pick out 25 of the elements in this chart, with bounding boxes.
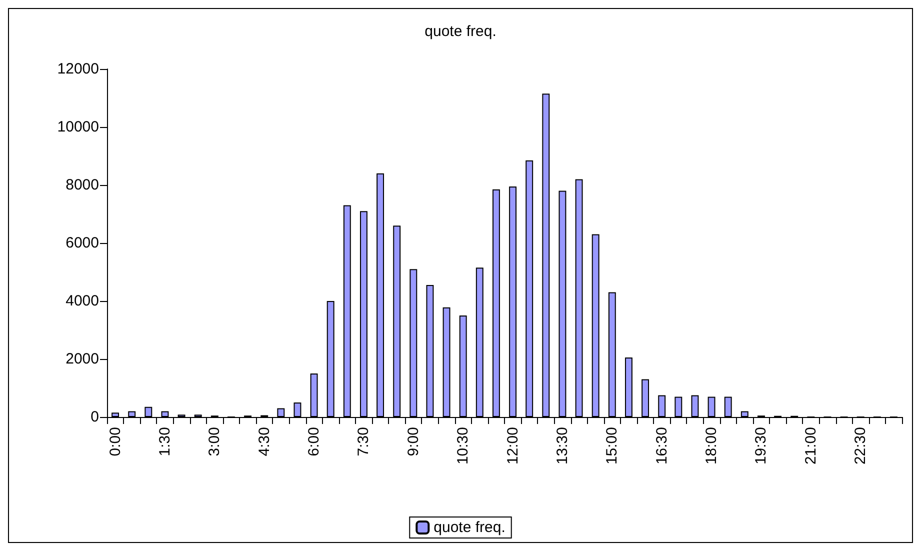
x-tick-label: 12:00 bbox=[504, 427, 522, 465]
x-tick-label: 18:00 bbox=[703, 427, 720, 465]
chart-title: quote freq. bbox=[424, 23, 496, 40]
y-tick-label: 0 bbox=[90, 408, 99, 426]
x-tick-label: 9:00 bbox=[404, 427, 422, 456]
x-tick-label: 4:30 bbox=[256, 427, 273, 456]
x-tick-label: 7:30 bbox=[355, 427, 372, 456]
y-tick-label: 12000 bbox=[57, 60, 99, 78]
x-tick-label: 1:30 bbox=[156, 427, 174, 456]
x-tick-label: 21:00 bbox=[802, 427, 820, 465]
x-tick-label: 6:00 bbox=[306, 427, 323, 456]
y-tick-label: 10000 bbox=[57, 118, 99, 136]
x-tick-label: 19:30 bbox=[752, 427, 770, 465]
legend-label: quote freq. bbox=[434, 519, 506, 536]
x-tick-label: 15:00 bbox=[604, 427, 621, 465]
x-tick-label: 3:00 bbox=[206, 427, 224, 456]
y-tick-label: 4000 bbox=[66, 292, 99, 310]
x-tick-label: 0:00 bbox=[106, 427, 124, 456]
x-tick-label: 16:30 bbox=[653, 427, 670, 465]
x-tick-label: 10:30 bbox=[454, 427, 472, 465]
y-tick-label: 6000 bbox=[66, 234, 99, 252]
y-tick-label: 8000 bbox=[66, 176, 99, 194]
x-tick-label: 22:30 bbox=[852, 427, 870, 465]
y-tick-label: 2000 bbox=[66, 350, 99, 368]
x-tick-label: 13:30 bbox=[554, 427, 571, 465]
